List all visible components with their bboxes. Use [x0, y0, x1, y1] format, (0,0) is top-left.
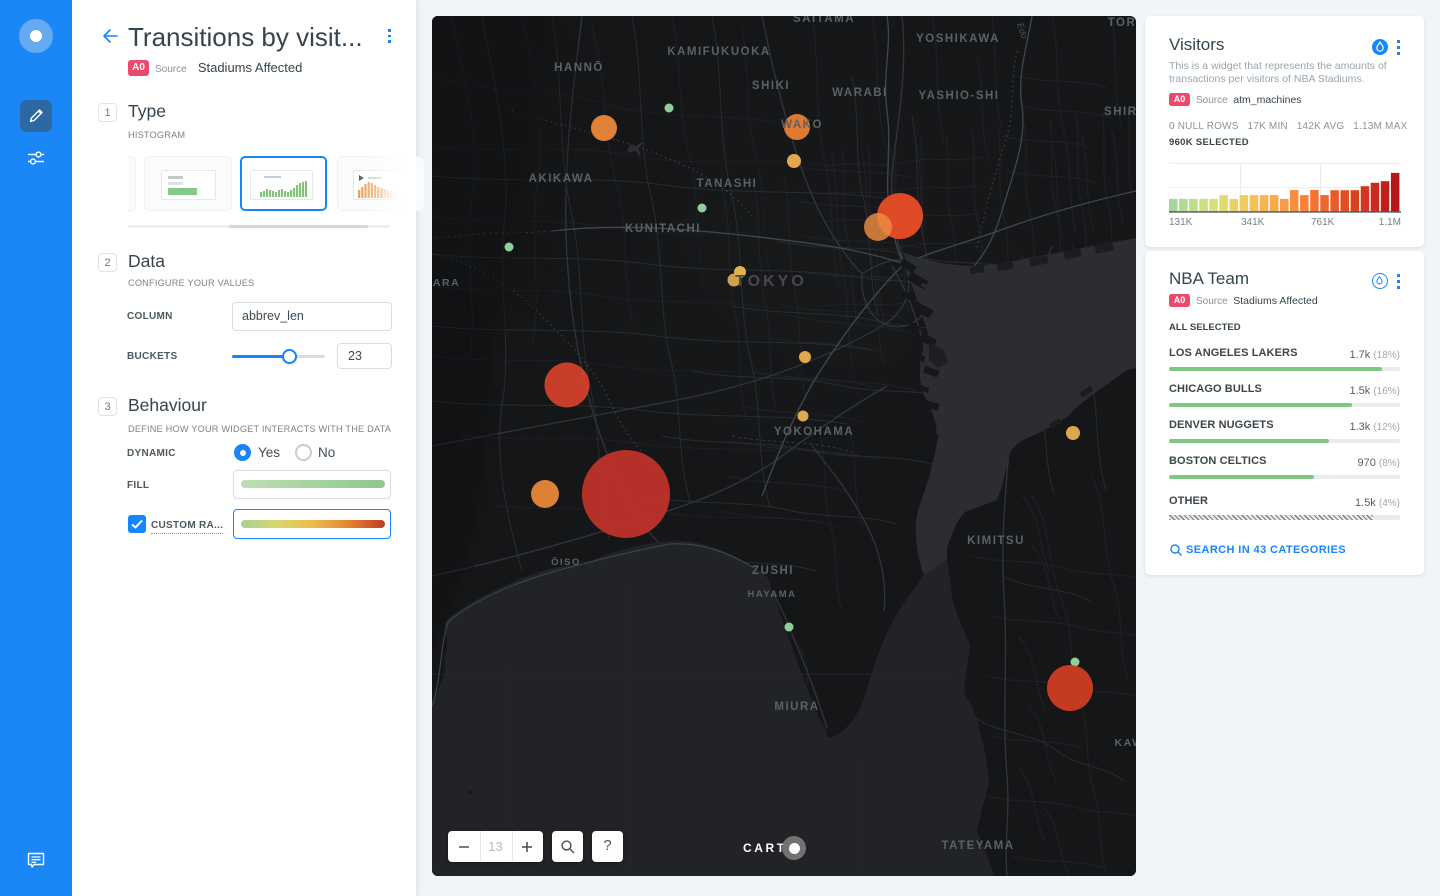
svg-text:KAMIFUKUOKA: KAMIFUKUOKA — [667, 46, 770, 58]
svg-text:ZUSHI: ZUSHI — [752, 565, 794, 577]
svg-text:WARABI: WARABI — [832, 87, 888, 99]
svg-text:SHIRO: SHIRO — [1104, 106, 1136, 118]
svg-text:MIURA: MIURA — [774, 701, 819, 713]
svg-text:YOKOHAMA: YOKOHAMA — [774, 426, 854, 438]
svg-text:YASHIO-SHI: YASHIO-SHI — [918, 90, 999, 102]
svg-text:WAKO: WAKO — [781, 119, 823, 131]
svg-text:HARA: HARA — [432, 277, 460, 289]
svg-text:Edo: Edo — [1015, 22, 1029, 40]
svg-text:YOSHIKAWA: YOSHIKAWA — [916, 33, 1000, 45]
svg-text:ŌISO: ŌISO — [551, 557, 581, 568]
svg-text:AKIKAWA: AKIKAWA — [529, 173, 594, 185]
svg-text:KIMITSU: KIMITSU — [967, 535, 1025, 547]
svg-text:HANNŌ: HANNŌ — [554, 62, 604, 74]
svg-text:SHIKI: SHIKI — [752, 80, 790, 92]
svg-text:HAYAMA: HAYAMA — [748, 589, 797, 600]
svg-text:TATEYAMA: TATEYAMA — [941, 840, 1014, 852]
svg-text:TOR: TOR — [1108, 17, 1136, 29]
svg-text:SAITAMA: SAITAMA — [793, 16, 855, 25]
svg-text:KUNITACHI: KUNITACHI — [625, 223, 701, 235]
svg-text:TANASHI: TANASHI — [697, 178, 758, 190]
svg-text:KAW: KAW — [1115, 737, 1137, 749]
svg-text:TOKYO: TOKYO — [735, 273, 807, 290]
